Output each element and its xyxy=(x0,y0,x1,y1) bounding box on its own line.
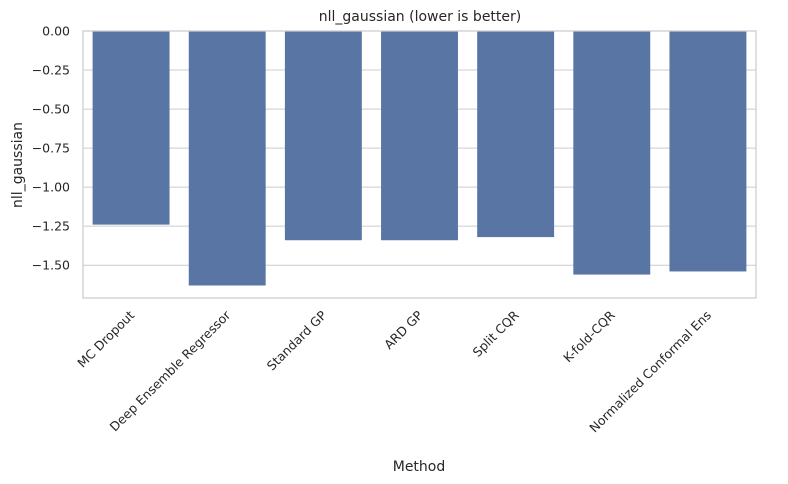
bar xyxy=(477,31,555,238)
x-axis-label: Method xyxy=(393,459,446,475)
plot-frame xyxy=(82,30,757,299)
bar xyxy=(284,31,362,241)
y-axis-label: nll_gaussian xyxy=(10,122,26,208)
y-tick-labels: 0.00 −0.25 −0.50 −0.75 −1.00 −1.25 −1.50 xyxy=(32,24,70,273)
bar xyxy=(381,31,458,241)
bar xyxy=(92,31,170,225)
y-tick-label: 0.00 xyxy=(42,24,70,39)
y-tick-label: −1.50 xyxy=(32,258,70,273)
y-tick-label: −1.00 xyxy=(32,180,70,195)
bar xyxy=(669,31,747,272)
y-tick-label: −0.25 xyxy=(32,63,70,78)
chart-title: nll_gaussian (lower is better) xyxy=(319,9,522,25)
bars xyxy=(92,31,747,286)
y-tick-label: −1.25 xyxy=(32,219,70,234)
bar xyxy=(188,31,266,286)
y-tick-label: −0.50 xyxy=(32,102,70,117)
y-tick-label: −0.75 xyxy=(32,141,70,156)
bar xyxy=(573,31,651,275)
